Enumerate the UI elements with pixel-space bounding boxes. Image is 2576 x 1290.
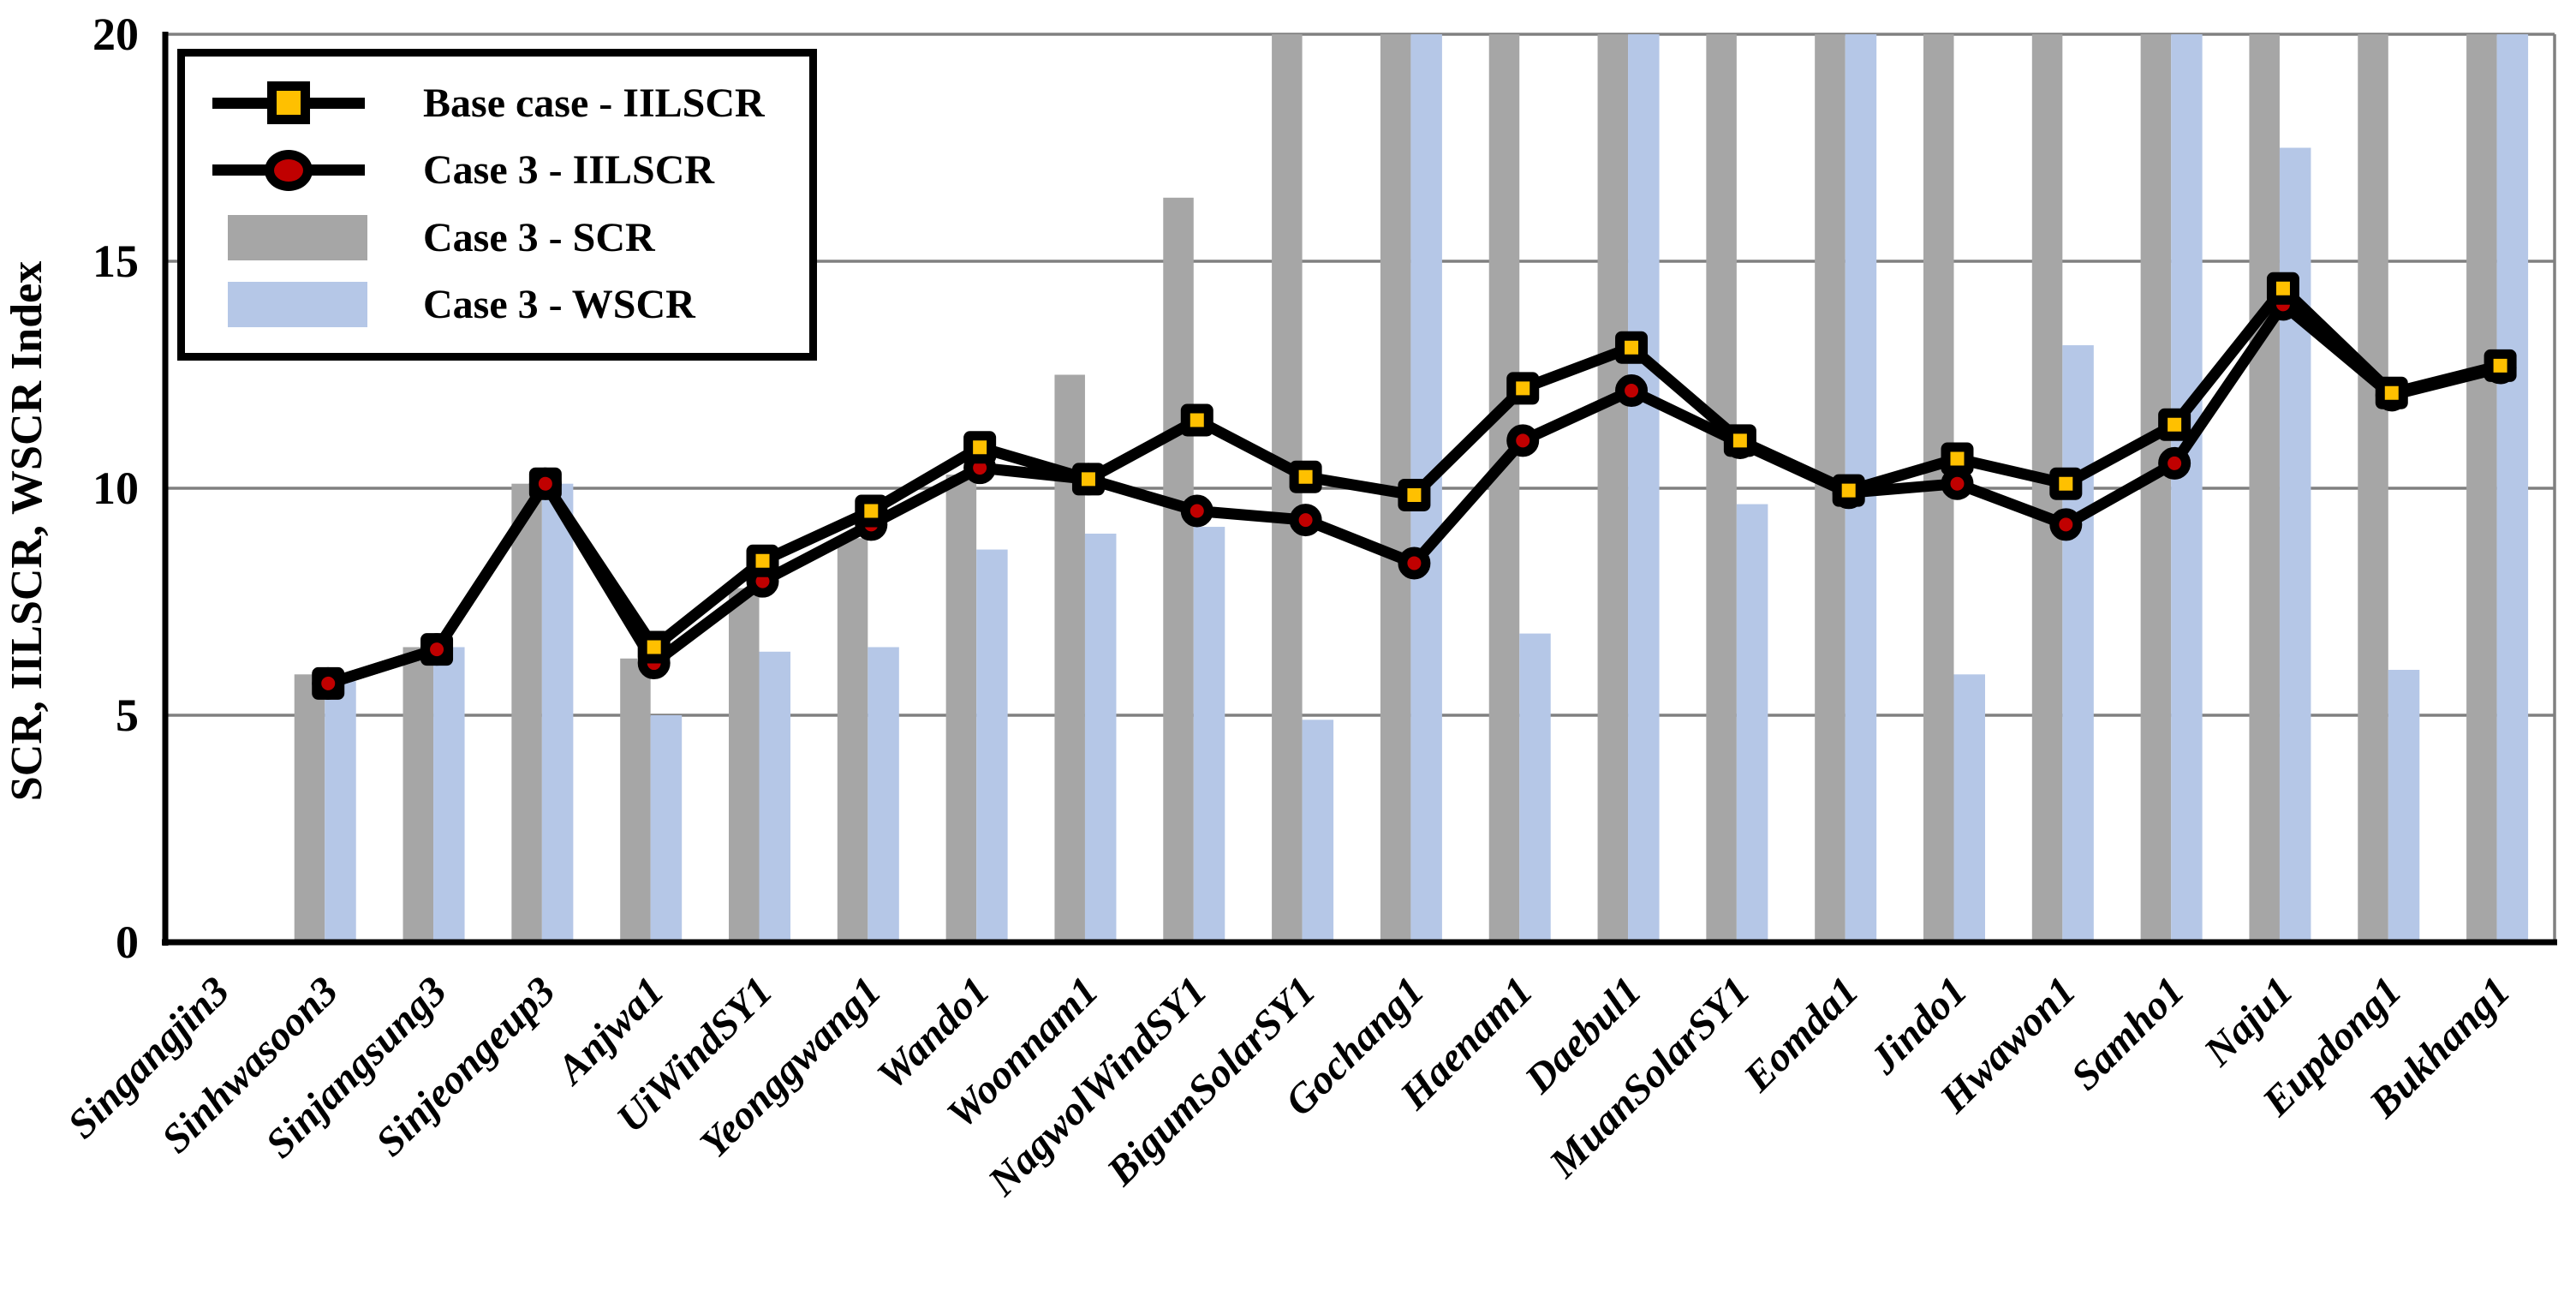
- x-axis-label: Samho1: [2062, 968, 2193, 1099]
- legend-item-case3-scr: Case 3 - SCR: [212, 205, 801, 270]
- wscr-bar: [2388, 670, 2420, 942]
- wscr-bar: [325, 681, 356, 942]
- wscr-bar: [2062, 345, 2094, 942]
- scr-bar: [511, 483, 542, 942]
- wscr-bar: [1736, 504, 1768, 942]
- scr-bar: [2466, 34, 2497, 942]
- case3-marker: [1941, 467, 1974, 500]
- circle-marker-icon: [265, 149, 313, 191]
- scr-bar: [2249, 34, 2280, 942]
- wscr-bar: [433, 647, 465, 942]
- base-case-marker: [1506, 372, 1540, 405]
- case3-marker: [2049, 508, 2083, 541]
- base-case-marker: [637, 630, 671, 664]
- scr-bar-swatch-icon: [228, 214, 367, 260]
- base-case-marker: [2158, 408, 2191, 441]
- base-case-marker: [1289, 460, 1322, 493]
- wscr-bar-swatch-icon: [228, 282, 367, 328]
- square-marker-icon: [267, 81, 310, 124]
- base-case-marker: [2484, 349, 2517, 382]
- legend-line-swatch: [212, 81, 365, 124]
- scr-bar: [1597, 34, 1629, 942]
- legend-label: Case 3 - WSCR: [423, 282, 695, 328]
- scr-bar: [402, 647, 434, 942]
- case3-marker: [1180, 494, 1213, 528]
- x-axis-label: Naju1: [2195, 968, 2302, 1075]
- wscr-bar: [2279, 147, 2311, 942]
- wscr-bar: [2171, 34, 2203, 942]
- base-case-marker: [1941, 442, 1974, 475]
- case3-marker: [1289, 504, 1322, 537]
- scr-bar: [729, 588, 760, 942]
- case3-marker: [420, 633, 454, 666]
- legend-item-case3-wscr: Case 3 - WSCR: [212, 272, 801, 337]
- y-axis-tick-label: 15: [92, 236, 139, 287]
- legend-label: Case 3 - IILSCR: [423, 147, 715, 194]
- base-case-marker: [2266, 272, 2299, 305]
- base-case-marker: [2049, 467, 2083, 500]
- scr-bar: [1706, 34, 1737, 942]
- wscr-bar: [1628, 34, 1660, 942]
- base-case-marker: [1398, 478, 1431, 511]
- scr-bar: [2140, 34, 2172, 942]
- wscr-bar: [868, 647, 899, 942]
- base-case-marker: [855, 494, 888, 528]
- legend: Base case - IILSCR Case 3 - IILSCR Case …: [177, 49, 817, 361]
- wscr-bar: [976, 549, 1008, 942]
- wscr-bar: [541, 483, 574, 942]
- x-axis-label: Eomda1: [1734, 968, 1867, 1101]
- base-case-marker: [1180, 403, 1213, 437]
- x-axis-label: MuanSolarSY1: [1541, 968, 1759, 1186]
- y-axis-tick-label: 20: [92, 9, 139, 60]
- base-case-marker: [1723, 424, 1756, 457]
- case3-marker: [528, 467, 562, 500]
- scr-bar: [1488, 34, 1520, 942]
- case3-marker: [1398, 546, 1431, 580]
- y-axis-tick-label: 0: [116, 917, 139, 968]
- legend-item-case3-iilscr: Case 3 - IILSCR: [212, 138, 801, 203]
- scr-bar: [837, 538, 868, 942]
- legend-label: Case 3 - SCR: [423, 214, 655, 260]
- y-axis-tick-label: 5: [116, 690, 139, 741]
- scr-bar: [1163, 197, 1194, 943]
- legend-item-base-iilscr: Base case - IILSCR: [212, 70, 801, 135]
- case3-marker: [312, 666, 345, 700]
- wscr-bar: [759, 651, 790, 942]
- base-case-marker: [1615, 331, 1649, 364]
- y-axis-tick-label: 10: [92, 463, 139, 514]
- scr-bar: [2358, 34, 2388, 942]
- case3-marker: [1615, 374, 1649, 408]
- scr-bar: [1054, 374, 1085, 942]
- base-case-marker: [963, 431, 997, 464]
- legend-label: Base case - IILSCR: [423, 80, 765, 126]
- wscr-bar: [1519, 633, 1551, 942]
- base-case-marker: [2375, 376, 2408, 409]
- legend-line-swatch: [212, 149, 365, 191]
- base-case-marker: [1832, 474, 1865, 507]
- wscr-bar: [1193, 527, 1225, 942]
- scr-bar: [294, 674, 325, 942]
- case3-marker: [1506, 424, 1540, 457]
- case3-marker: [2158, 446, 2191, 480]
- base-case-marker: [1071, 463, 1105, 496]
- base-case-marker: [746, 544, 779, 577]
- wscr-bar: [1953, 674, 1985, 942]
- wscr-bar: [2496, 34, 2529, 942]
- scr-bar: [620, 658, 651, 942]
- wscr-bar: [650, 715, 683, 942]
- wscr-bar: [1084, 534, 1117, 942]
- wscr-bar: [1302, 720, 1334, 942]
- y-axis-title: SCR, IILSCR, WSCR Index: [3, 261, 51, 801]
- scr-bar: [945, 475, 977, 942]
